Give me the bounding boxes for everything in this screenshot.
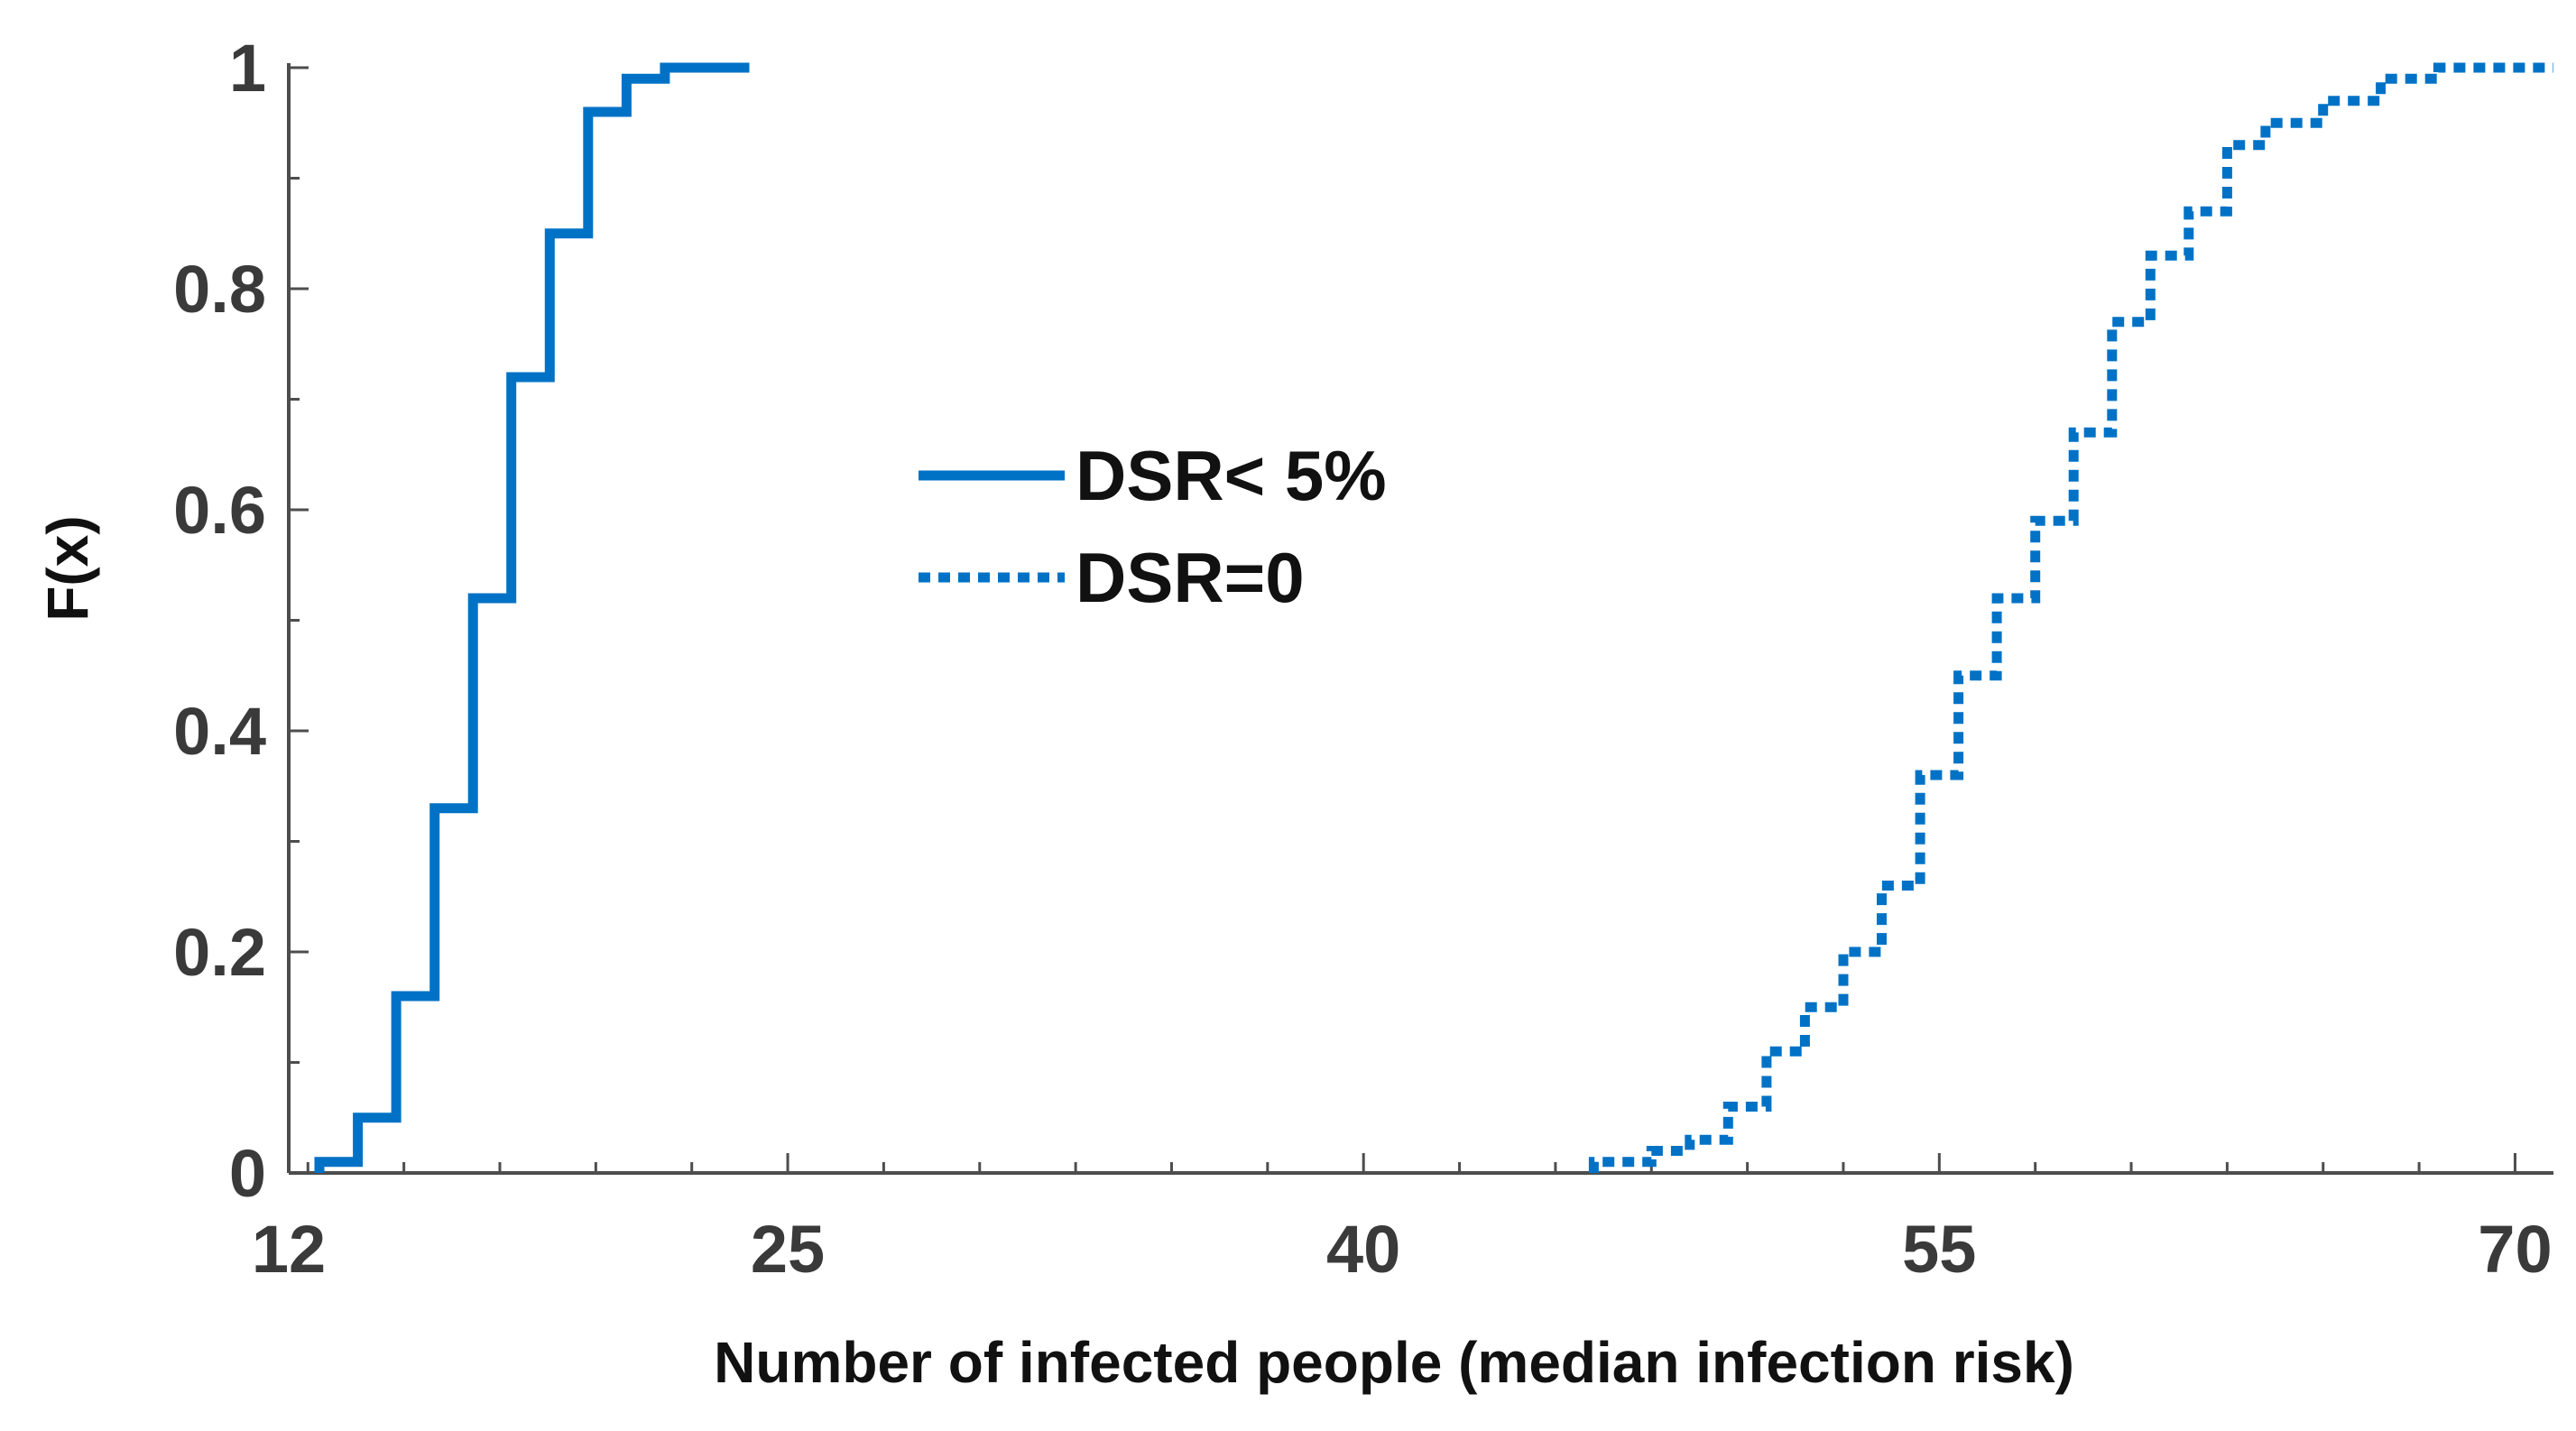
legend: DSR< 5% DSR=0 <box>919 436 1387 617</box>
axes: 0 0.2 0.4 0.6 0.8 1 12 25 40 55 70 <box>173 31 2553 1287</box>
series-line-dsr-0 <box>1588 62 2553 1173</box>
y-tick-label: 1 <box>229 31 266 106</box>
y-axis-title: F(x) <box>35 515 100 621</box>
x-tick-label: 12 <box>252 1212 326 1287</box>
y-tick-label: 0.4 <box>173 694 266 769</box>
legend-label: DSR< 5% <box>1076 436 1387 515</box>
x-tick-label: 70 <box>2478 1212 2552 1287</box>
y-tick-label: 0.6 <box>173 473 266 548</box>
y-tick-label: 0 <box>229 1136 266 1211</box>
series-line-dsr-lt-5 <box>314 62 750 1173</box>
y-tick-label: 0.2 <box>173 915 266 990</box>
plot-area <box>314 62 2553 1173</box>
x-axis-title: Number of infected people (median infect… <box>714 1330 2074 1395</box>
y-tick-label: 0.8 <box>173 252 266 327</box>
x-tick-label: 55 <box>1902 1212 1976 1287</box>
legend-label: DSR=0 <box>1076 538 1305 617</box>
x-tick-label: 25 <box>751 1212 825 1287</box>
x-tick-label: 40 <box>1326 1212 1400 1287</box>
